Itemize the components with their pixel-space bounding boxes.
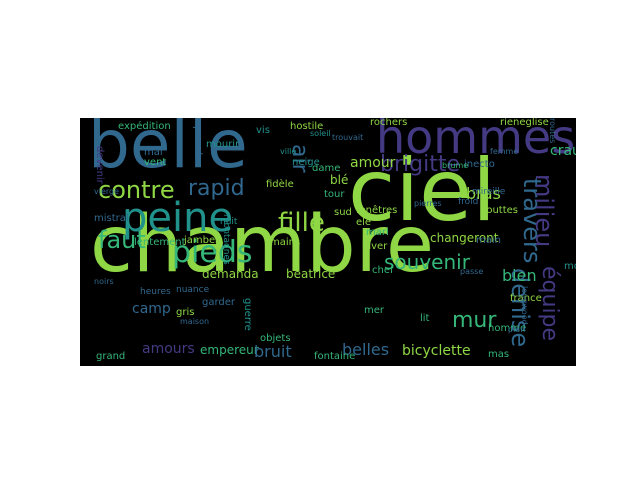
- cloud-word: sud: [334, 207, 352, 218]
- cloud-word: belles: [342, 340, 390, 359]
- cloud-word: nuit: [220, 217, 238, 227]
- cloud-word: chambre: [90, 200, 434, 290]
- cloud-word: brume: [442, 161, 469, 170]
- cloud-word: contre: [98, 176, 175, 204]
- cloud-word: peine: [122, 195, 234, 241]
- cloud-word: france: [510, 293, 542, 304]
- cloud-word: heures: [140, 287, 171, 297]
- cloud-word: objets: [260, 333, 291, 344]
- cloud-word: brigitte: [380, 152, 460, 177]
- cloud-word: fontaine: [314, 351, 356, 362]
- cloud-word: amour: [350, 155, 396, 171]
- cloud-word: rapid: [188, 176, 245, 201]
- cloud-word: mal: [144, 147, 163, 158]
- cloud-word: nuance: [176, 285, 210, 295]
- cloud-word: passe: [460, 267, 484, 276]
- cloud-word: garder: [202, 297, 236, 308]
- cloud-word: trouvait: [332, 133, 364, 142]
- cloud-word: expédition: [118, 121, 171, 132]
- cloud-word: main: [476, 235, 501, 246]
- cloud-word: lit: [420, 313, 430, 324]
- cloud-word: gouttes: [480, 205, 519, 216]
- cloud-word: amours: [142, 341, 195, 357]
- cloud-word: vierge: [94, 187, 120, 196]
- cloud-word: gris: [176, 307, 195, 318]
- cloud-word: bras: [466, 184, 501, 203]
- cloud-word: chef: [372, 265, 394, 276]
- cloud-word: mireille: [472, 187, 506, 197]
- cloud-word: grand: [96, 351, 126, 362]
- cloud-word: mistral: [94, 213, 129, 224]
- cloud-word: monde: [564, 261, 576, 272]
- cloud-word: changeront: [430, 231, 499, 245]
- cloud-word: hommes: [376, 118, 576, 164]
- cloud-word: mur: [452, 308, 497, 333]
- cloud-word: fille: [278, 208, 325, 238]
- cloud-word: homme: [488, 323, 527, 334]
- cloud-word: blé: [330, 173, 349, 187]
- cloud-word: mourir: [206, 139, 240, 150]
- cloud-word: bruit: [254, 342, 292, 361]
- cloud-word: soleil: [310, 129, 331, 138]
- cloud-word: maison: [180, 317, 210, 326]
- cloud-word: mains: [270, 237, 301, 248]
- cloud-word: ciel: [348, 141, 496, 241]
- cloud-word: mari: [366, 227, 389, 238]
- cloud-word: mer: [364, 305, 385, 316]
- cloud-word: fenêtres: [356, 205, 398, 216]
- cloud-word: milieu: [530, 174, 558, 248]
- cloud-word: ele: [356, 217, 372, 228]
- cloud-word: tour: [324, 189, 345, 200]
- cloud-word: ville: [280, 147, 297, 156]
- cloud-word: bien: [502, 266, 537, 285]
- cloud-word: crau: [550, 143, 576, 159]
- cloud-word: demanda: [202, 267, 259, 281]
- cloud-word: devenir: [94, 146, 105, 184]
- cloud-word: faut: [98, 226, 146, 254]
- cloud-word: béatrice: [286, 267, 336, 281]
- cloud-word: femme: [490, 147, 519, 156]
- cloud-word: prend: [192, 126, 203, 156]
- cloud-word: dame: [312, 163, 341, 174]
- cloud-word: lentement: [134, 237, 186, 248]
- cloud-word: froid: [458, 197, 479, 207]
- cloud-word: rieneglise: [500, 118, 549, 128]
- wordcloud-canvas: ciel chambre belle hommes peine pieds fille bri…: [80, 118, 576, 366]
- cloud-word: mas: [488, 349, 510, 360]
- cloud-word: hiver: [362, 241, 388, 252]
- cloud-word: guerre: [242, 298, 253, 331]
- cloud-word: vent: [144, 157, 167, 168]
- cloud-word: routes: [548, 118, 557, 144]
- cloud-word: noirs: [94, 277, 114, 286]
- cloud-word: belle: [88, 118, 248, 183]
- cloud-word: jambes: [184, 235, 221, 246]
- cloud-word: empereur: [200, 343, 259, 357]
- cloud-word: hostile: [290, 121, 324, 132]
- cloud-word: plan: [508, 325, 526, 334]
- cloud-word: vis: [256, 125, 270, 136]
- cloud-word: longwood: [520, 286, 529, 325]
- cloud-word: camp: [132, 301, 171, 317]
- cloud-word: souvenir: [384, 250, 470, 274]
- cloud-word: neige: [292, 157, 320, 168]
- cloud-word: inecto: [464, 159, 495, 170]
- cloud-word: pieds: [172, 235, 253, 270]
- cloud-word: fidèle: [266, 179, 294, 190]
- cloud-word: bicyclette: [402, 343, 471, 359]
- cloud-word: rochers: [370, 118, 408, 128]
- cloud-word: pierres: [414, 199, 442, 208]
